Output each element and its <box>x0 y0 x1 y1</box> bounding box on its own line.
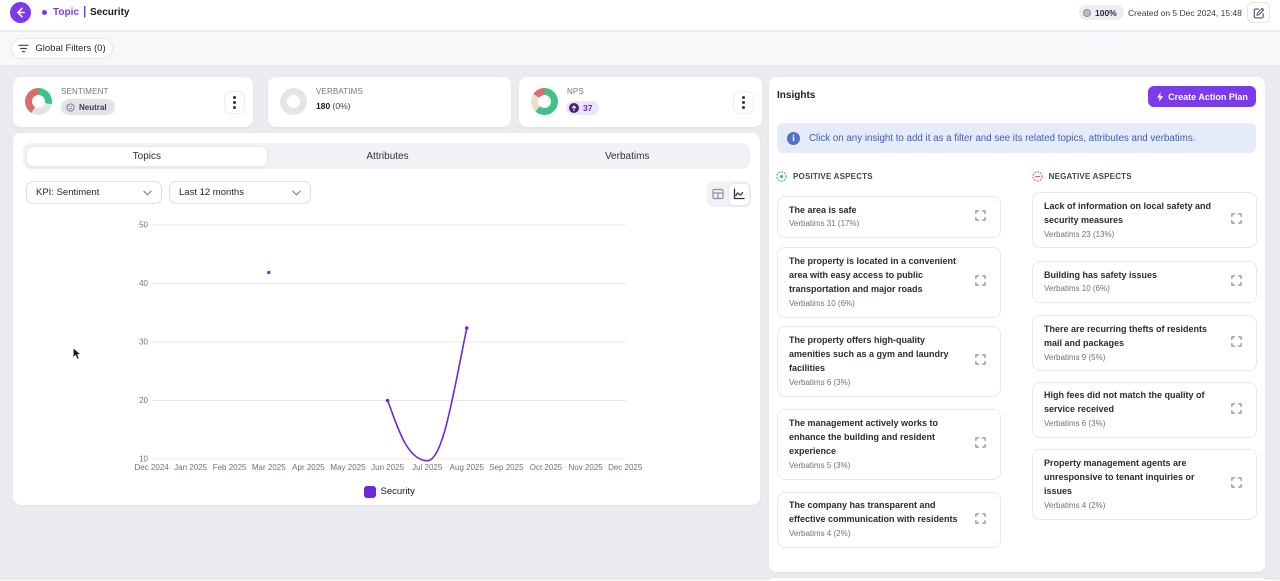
svg-text:Aug 2025: Aug 2025 <box>450 463 485 472</box>
svg-text:Feb 2025: Feb 2025 <box>213 463 247 472</box>
svg-text:20: 20 <box>139 396 148 405</box>
svg-text:40: 40 <box>139 279 148 288</box>
svg-text:Jan 2025: Jan 2025 <box>174 463 207 472</box>
svg-text:Apr 2025: Apr 2025 <box>292 463 325 472</box>
svg-text:Mar 2025: Mar 2025 <box>252 463 286 472</box>
svg-text:Sep 2025: Sep 2025 <box>489 463 524 472</box>
svg-text:Oct 2025: Oct 2025 <box>530 463 563 472</box>
svg-text:Nov 2025: Nov 2025 <box>568 463 603 472</box>
svg-text:Dec 2024: Dec 2024 <box>134 463 169 472</box>
svg-text:50: 50 <box>139 221 148 230</box>
svg-text:Jul 2025: Jul 2025 <box>412 463 443 472</box>
svg-text:10: 10 <box>139 455 148 464</box>
svg-text:Dec 2025: Dec 2025 <box>608 463 643 472</box>
svg-text:May 2025: May 2025 <box>330 463 366 472</box>
svg-text:30: 30 <box>139 338 148 347</box>
svg-text:Jun 2025: Jun 2025 <box>371 463 404 472</box>
